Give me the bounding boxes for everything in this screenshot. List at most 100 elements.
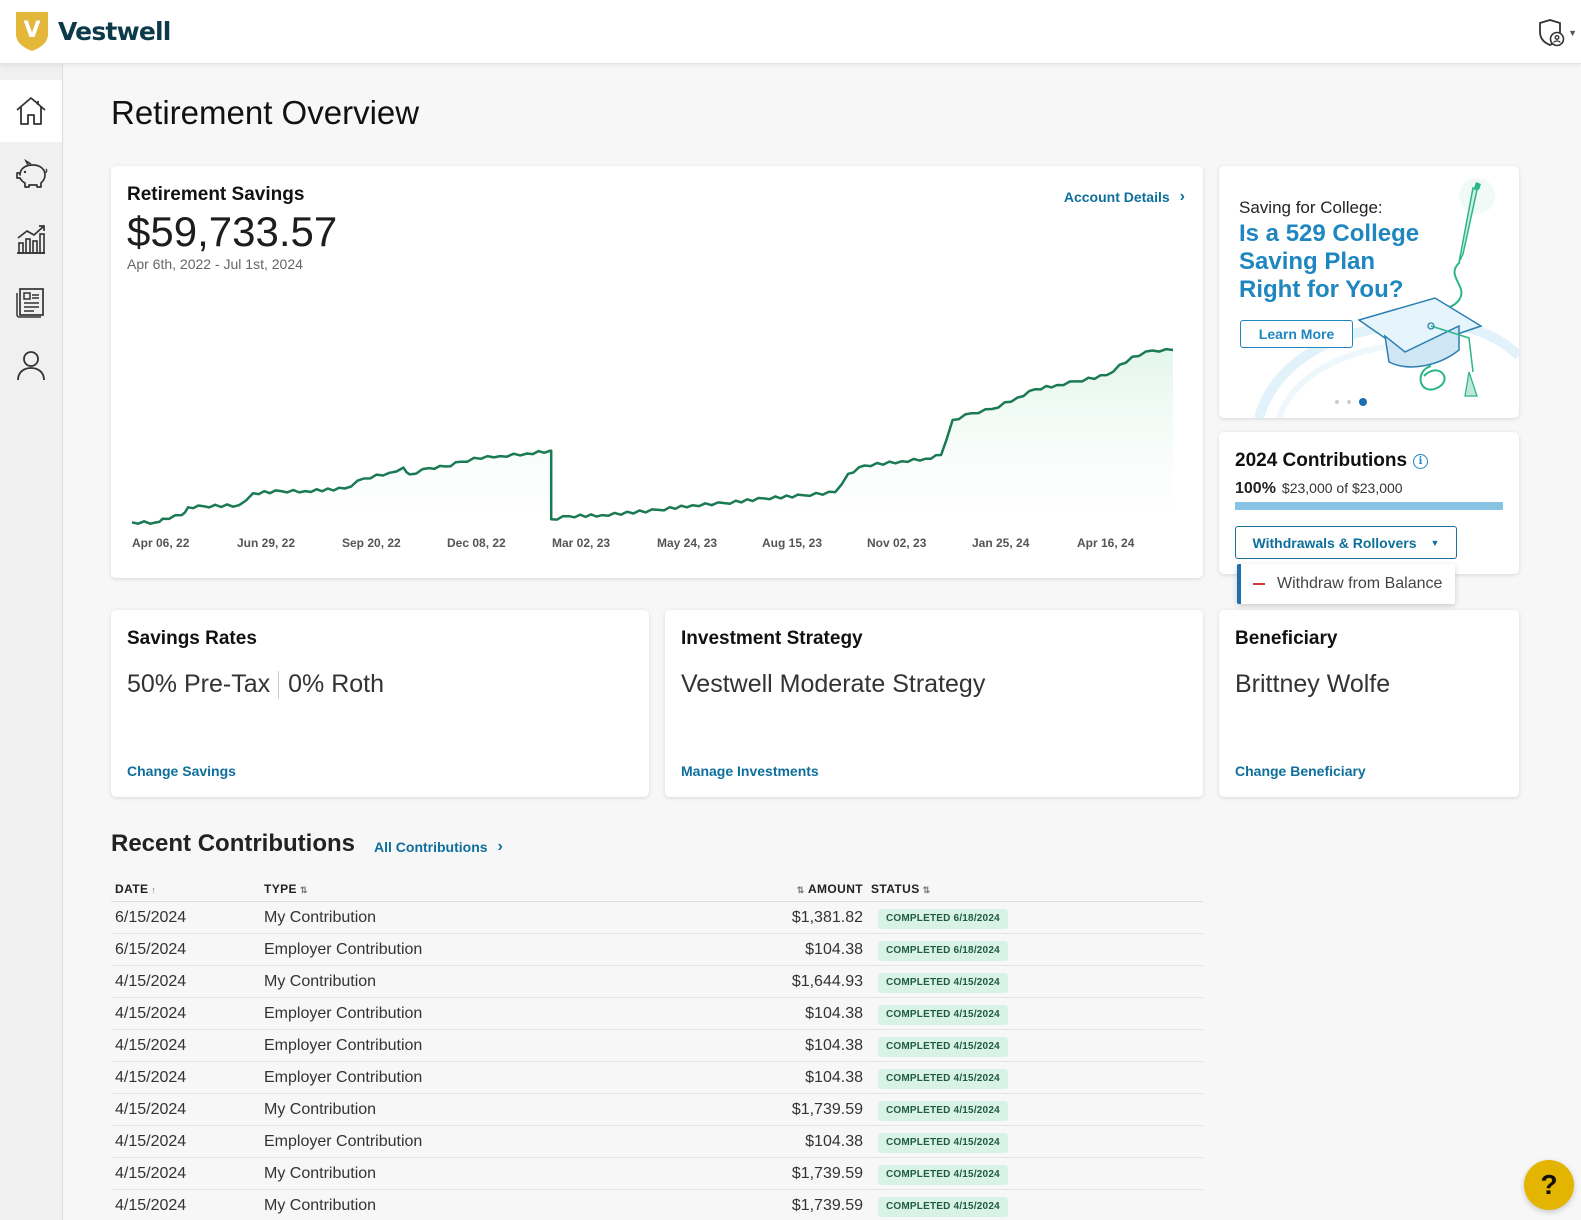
column-amount-label: AMOUNT	[807, 882, 863, 896]
table-row: 6/15/2024 Employer Contribution $104.38 COM…	[111, 934, 1203, 966]
divider	[278, 670, 280, 699]
beneficiary-value: Brittney Wolfe	[1235, 670, 1391, 698]
nav-profile[interactable]	[0, 334, 62, 396]
savings-rates-card: Savings Rates 50% Pre-Tax 0% Roth Change…	[111, 610, 649, 797]
piggy-bank-icon	[16, 158, 48, 188]
table-row: 4/15/2024 My Contribution $1,739.59 COMPLET…	[111, 1094, 1203, 1126]
table-row: 4/15/2024 My Contribution $1,739.59 COMPLET…	[111, 1190, 1203, 1220]
menu-item-label: Withdraw from Balance	[1277, 575, 1443, 592]
nav-savings[interactable]	[0, 144, 62, 206]
row-amount: $104.38	[805, 1133, 863, 1150]
row-amount: $1,739.59	[791, 1101, 863, 1118]
nav-home[interactable]	[0, 80, 62, 142]
nav-documents[interactable]	[0, 271, 62, 333]
table-row: 4/15/2024 Employer Contribution $104.38 COM…	[111, 1030, 1203, 1062]
carousel-dot-2[interactable]	[1347, 400, 1351, 404]
recent-contributions-title: Recent Contributions	[111, 830, 355, 857]
investment-title: Investment Strategy	[681, 628, 863, 649]
column-type[interactable]: TYPE ⇅	[264, 882, 308, 896]
account-details-link[interactable]: Account Details ›	[1064, 188, 1185, 206]
carousel-dot-1[interactable]	[1335, 400, 1339, 404]
user-icon	[17, 351, 45, 381]
nav-investments[interactable]	[0, 208, 62, 270]
chart-series-line	[131, 347, 1174, 525]
brand-name: Vestwell	[58, 16, 171, 46]
row-type: Employer Contribution	[264, 1037, 423, 1054]
table-row: 4/15/2024 My Contribution $1,644.93 COMPLET…	[111, 966, 1203, 998]
withdraw-from-balance-menu-item[interactable]: Withdraw from Balance	[1237, 564, 1455, 604]
table-row: 4/15/2024 My Contribution $1,739.59 COMPLET…	[111, 1158, 1203, 1190]
x-tick-label: Sep 20, 22	[342, 536, 401, 550]
savings-rates-value: 50% Pre-Tax 0% Roth	[127, 670, 384, 699]
status-badge: COMPLETED 6/18/2024	[878, 909, 1008, 929]
row-type: Employer Contribution	[264, 941, 423, 958]
account-menu[interactable]: ▼	[1536, 18, 1577, 48]
row-date: 6/15/2024	[115, 941, 187, 958]
info-icon[interactable]: i	[1413, 453, 1429, 469]
row-amount: $1,739.59	[791, 1165, 863, 1182]
row-type: My Contribution	[264, 1101, 377, 1118]
carousel-dot-3[interactable]	[1359, 398, 1367, 406]
change-beneficiary-link[interactable]: Change Beneficiary	[1235, 763, 1366, 779]
contributions-card: 2024 Contributions i 100% $23,000 of $23,…	[1219, 432, 1519, 574]
row-type: My Contribution	[264, 1197, 377, 1214]
row-type: Employer Contribution	[264, 1069, 423, 1086]
status-badge: COMPLETED 4/15/2024	[878, 973, 1008, 993]
column-amount[interactable]: ⇅ AMOUNT	[794, 882, 863, 896]
withdrawals-rollovers-dropdown[interactable]: Withdrawals & Rollovers ▼	[1235, 526, 1457, 559]
investment-value: Vestwell Moderate Strategy	[681, 670, 986, 698]
contributions-title: 2024 Contributions	[1235, 450, 1408, 471]
column-status[interactable]: STATUS ⇅	[871, 882, 931, 896]
contributions-table: DATE ↑ TYPE ⇅ ⇅ AMOUNT STATUS ⇅ 6/15/2024 My…	[111, 876, 1203, 1220]
learn-more-button[interactable]: Learn More	[1240, 320, 1353, 348]
pretax-rate: 50% Pre-Tax	[127, 670, 271, 698]
sort-icon: ⇅	[299, 885, 308, 895]
vestwell-logo[interactable]: V Vestwell	[14, 10, 171, 52]
help-button[interactable]: ?	[1524, 1160, 1574, 1210]
savings-title: Retirement Savings	[127, 184, 305, 205]
promo-headline: Is a 529 College Saving Plan Right for Y…	[1239, 220, 1420, 303]
row-date: 4/15/2024	[115, 1165, 187, 1182]
savings-balance: $59,733.57	[127, 208, 338, 255]
retirement-savings-card: Apr 06, 22 Jun 29, 22 Sep 20, 22 Dec 08, 22…	[111, 166, 1203, 578]
row-amount: $104.38	[805, 1037, 863, 1054]
college-savings-promo: Saving for College: Is a 529 College Sav…	[1219, 166, 1519, 418]
contributions-summary: 100% $23,000 of $23,000	[1235, 480, 1403, 498]
dropdown-label: Withdrawals & Rollovers	[1252, 534, 1417, 551]
status-badge: COMPLETED 4/15/2024	[878, 1069, 1008, 1089]
x-tick-label: Nov 02, 23	[867, 536, 927, 550]
status-badge: COMPLETED 4/15/2024	[878, 1101, 1008, 1121]
x-tick-label: May 24, 23	[657, 536, 717, 550]
all-contributions-link[interactable]: All Contributions ›	[374, 838, 503, 856]
table-row: 4/15/2024 Employer Contribution $104.38 COM…	[111, 1126, 1203, 1158]
row-type: My Contribution	[264, 1165, 377, 1182]
minus-icon	[1253, 583, 1265, 585]
beneficiary-card: Beneficiary Brittney Wolfe Change Benefi…	[1219, 610, 1519, 797]
row-date: 4/15/2024	[115, 1133, 187, 1150]
chevron-right-icon: ›	[497, 838, 503, 855]
promo-kicker: Saving for College:	[1239, 198, 1383, 217]
graduation-cap-illustration	[1254, 178, 1519, 418]
change-savings-link[interactable]: Change Savings	[127, 763, 236, 779]
table-row: 4/15/2024 Employer Contribution $104.38 COM…	[111, 998, 1203, 1030]
row-date: 4/15/2024	[115, 1197, 187, 1214]
column-date[interactable]: DATE ↑	[115, 882, 156, 896]
sort-icon: ⇅	[922, 885, 931, 895]
savings-rates-title: Savings Rates	[127, 628, 257, 649]
all-contributions-label: All Contributions	[374, 839, 488, 855]
row-type: My Contribution	[264, 973, 377, 990]
row-amount: $104.38	[805, 941, 863, 958]
x-tick-label: Apr 06, 22	[132, 536, 190, 550]
account-details-label: Account Details	[1063, 189, 1170, 205]
logo-letter: V	[23, 18, 40, 43]
row-amount: $104.38	[805, 1069, 863, 1086]
row-type: My Contribution	[264, 909, 377, 926]
sidebar	[0, 64, 63, 1220]
status-badge: COMPLETED 4/15/2024	[878, 1037, 1008, 1057]
table-body: 6/15/2024 My Contribution $1,381.82 COMPLET…	[111, 902, 1203, 1220]
manage-investments-link[interactable]: Manage Investments	[681, 763, 819, 779]
table-row: 6/15/2024 My Contribution $1,381.82 COMPLET…	[111, 902, 1203, 934]
status-badge: COMPLETED 4/15/2024	[878, 1005, 1008, 1025]
table-header: DATE ↑ TYPE ⇅ ⇅ AMOUNT STATUS ⇅	[111, 876, 1203, 902]
row-type: Employer Contribution	[264, 1133, 423, 1150]
